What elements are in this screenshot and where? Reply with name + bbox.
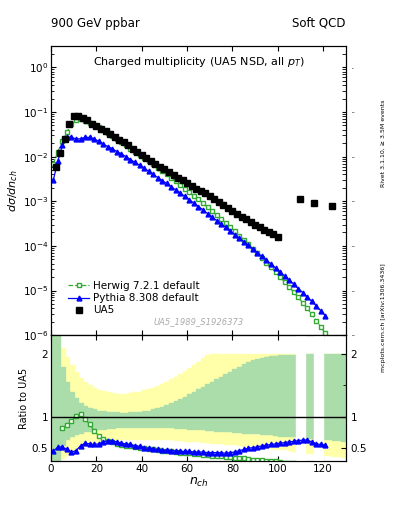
Line: Pythia 8.308 default: Pythia 8.308 default: [51, 134, 328, 318]
X-axis label: $n_{ch}$: $n_{ch}$: [189, 476, 208, 489]
Herwig 7.2.1 default: [332, 345, 337, 351]
UA5: [72, 113, 76, 119]
Pythia 8.308 default: [291, 281, 296, 287]
Text: UA5_1989_S1926373: UA5_1989_S1926373: [153, 317, 244, 327]
Line: UA5: UA5: [53, 113, 335, 240]
Text: Rivet 3.1.10, ≥ 3.5M events: Rivet 3.1.10, ≥ 3.5M events: [381, 100, 386, 187]
Pythia 8.308 default: [219, 221, 224, 227]
Text: 900 GeV ppbar: 900 GeV ppbar: [51, 16, 140, 30]
Pythia 8.308 default: [51, 177, 56, 183]
Y-axis label: Ratio to UA5: Ratio to UA5: [19, 368, 29, 429]
UA5: [275, 233, 280, 240]
Pythia 8.308 default: [323, 313, 328, 319]
UA5: [330, 203, 334, 209]
Herwig 7.2.1 default: [178, 182, 183, 188]
Pythia 8.308 default: [110, 146, 115, 152]
UA5: [121, 139, 126, 145]
Text: mcplots.cern.ch [arXiv:1306.3436]: mcplots.cern.ch [arXiv:1306.3436]: [381, 263, 386, 372]
Herwig 7.2.1 default: [341, 360, 346, 366]
UA5: [208, 193, 212, 199]
Text: Charged multiplicity (UA5 NSD, all $p_T$): Charged multiplicity (UA5 NSD, all $p_T$…: [92, 55, 305, 69]
Line: Herwig 7.2.1 default: Herwig 7.2.1 default: [51, 117, 346, 365]
UA5: [198, 188, 203, 194]
Pythia 8.308 default: [151, 172, 156, 178]
Herwig 7.2.1 default: [123, 142, 128, 148]
Herwig 7.2.1 default: [142, 155, 147, 161]
Pythia 8.308 default: [64, 134, 69, 140]
Y-axis label: $d\sigma/dn_{ch}$: $d\sigma/dn_{ch}$: [6, 169, 20, 212]
UA5: [239, 214, 244, 220]
Pythia 8.308 default: [119, 151, 124, 157]
Herwig 7.2.1 default: [305, 305, 310, 311]
Legend: Herwig 7.2.1 default, Pythia 8.308 default, UA5: Herwig 7.2.1 default, Pythia 8.308 defau…: [65, 278, 203, 318]
Herwig 7.2.1 default: [51, 160, 56, 166]
Herwig 7.2.1 default: [205, 204, 210, 210]
Text: Soft QCD: Soft QCD: [292, 16, 346, 30]
UA5: [194, 186, 198, 192]
UA5: [212, 196, 217, 202]
UA5: [53, 163, 58, 169]
Herwig 7.2.1 default: [78, 116, 83, 122]
Pythia 8.308 default: [201, 207, 206, 213]
